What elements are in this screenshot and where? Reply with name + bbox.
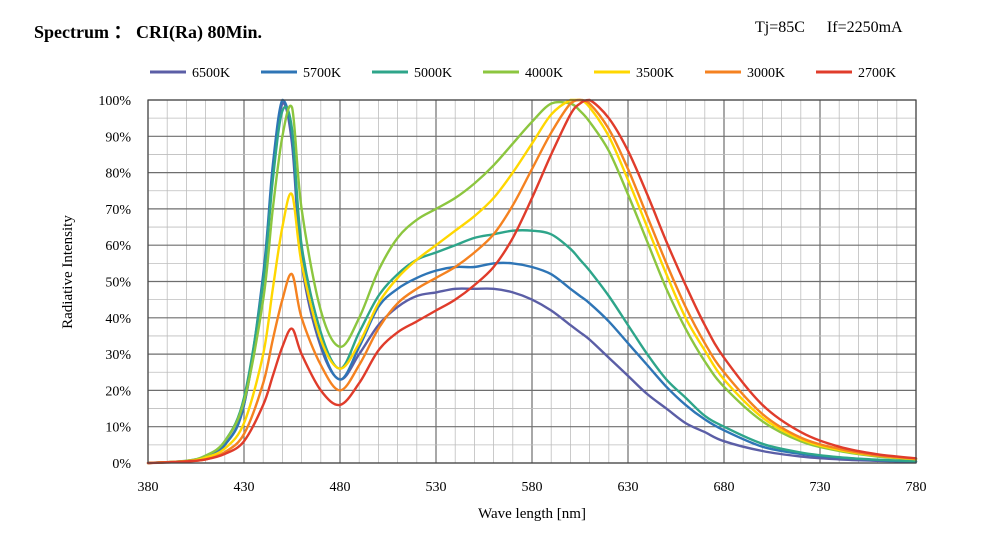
x-tick-label: 580	[522, 480, 543, 495]
legend-entry-label: 4000K	[525, 66, 563, 81]
legend-entry-label: 3500K	[636, 66, 674, 81]
y-tick-label: 20%	[105, 384, 131, 399]
legend-entry-label: 5700K	[303, 66, 341, 81]
y-tick-label: 90%	[105, 130, 131, 145]
legend-entry-label: 5000K	[414, 66, 452, 81]
y-tick-label: 100%	[98, 94, 131, 109]
series-line-3500k	[146, 98, 918, 465]
series-line-2700k	[146, 98, 918, 465]
series-line-3000k	[146, 98, 918, 465]
series-line-5700k	[146, 98, 918, 465]
y-axis-label: Radiative Intensity	[60, 215, 76, 329]
series-line-5000k	[146, 105, 918, 465]
forward-current: If=2250mA	[826, 19, 903, 36]
junction-temperature: Tj=85C	[755, 19, 805, 36]
x-tick-label: 780	[906, 480, 927, 495]
y-tick-label: 60%	[105, 239, 131, 254]
y-tick-label: 10%	[105, 421, 131, 436]
y-tick-label: 70%	[105, 203, 131, 218]
series-lines	[146, 98, 918, 465]
chart-axes: 380 430 480 530 580 630 680 730 780 0% 10% 20% 30% 40…	[98, 94, 926, 495]
x-tick-label: 480	[330, 480, 351, 495]
y-tick-label: 30%	[105, 348, 131, 363]
y-tick-label: 40%	[105, 312, 131, 327]
x-tick-label: 430	[234, 480, 255, 495]
x-tick-label: 380	[138, 480, 159, 495]
x-tick-label: 630	[618, 480, 639, 495]
legend-entry-label: 6500K	[192, 66, 230, 81]
x-tick-label: 680	[714, 480, 735, 495]
y-tick-label: 0%	[112, 457, 131, 472]
legend-entry-label: 3000K	[747, 66, 785, 81]
legend-entry-label: 2700K	[858, 66, 896, 81]
x-axis-label: Wave length [nm]	[478, 506, 586, 522]
test-conditions: Tj=85C If=2250mA	[755, 19, 921, 37]
series-line-4000k	[146, 100, 918, 465]
x-tick-label: 730	[810, 480, 831, 495]
chart-title: Spectrum ： CRI(Ra) 80Min.	[34, 22, 262, 42]
x-tick-label: 530	[426, 480, 447, 495]
y-tick-label: 50%	[105, 276, 131, 291]
plot-frame	[147, 99, 917, 464]
chart-legend: 6500K 5700K 5000K 4000K 3500K 3000K 2700K	[150, 66, 896, 81]
y-tick-label: 80%	[105, 167, 131, 182]
